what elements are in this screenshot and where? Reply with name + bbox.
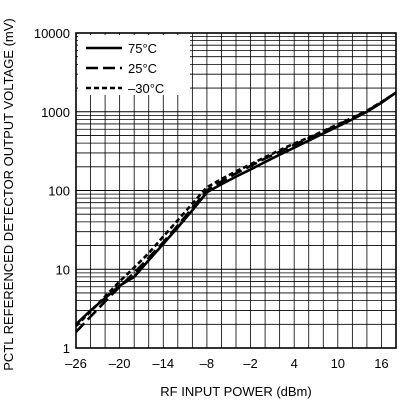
x-tick-label: –8 [200, 356, 214, 371]
plot-frame [75, 32, 397, 349]
y-axis-title: PCTL REFERENCED DETECTOR OUTPUT VOLTAGE … [1, 18, 16, 370]
tick-labels: –26 –20 –14 –8 –2 4 10 16 1 10 100 1000 10000 [34, 26, 389, 371]
x-tick-label: 4 [291, 356, 298, 371]
x-tick-label: –14 [152, 356, 174, 371]
y-tick-label: 10 [56, 262, 70, 277]
x-tick-label: 16 [374, 356, 388, 371]
series-line-2 [75, 91, 397, 333]
series-layer [75, 91, 397, 333]
legend-label-3: –30°C [128, 81, 164, 96]
x-tick-label: 10 [331, 356, 345, 371]
series-line-3 [75, 91, 397, 327]
x-tick-label: –20 [109, 356, 131, 371]
y-tick-label: 100 [48, 184, 70, 199]
y-tick-label: 1 [63, 341, 70, 356]
x-tick-label: –2 [243, 356, 257, 371]
y-tick-label: 1000 [41, 105, 70, 120]
legend: 75°C 25°C –30°C [78, 35, 190, 96]
legend-label-1: 75°C [128, 41, 157, 56]
x-axis-title: RF INPUT POWER (dBm) [160, 384, 311, 399]
legend-background [78, 35, 190, 95]
x-tick-label: –26 [65, 356, 87, 371]
series-line-1 [75, 91, 397, 326]
legend-label-2: 25°C [128, 61, 157, 76]
y-tick-label: 10000 [34, 26, 70, 41]
